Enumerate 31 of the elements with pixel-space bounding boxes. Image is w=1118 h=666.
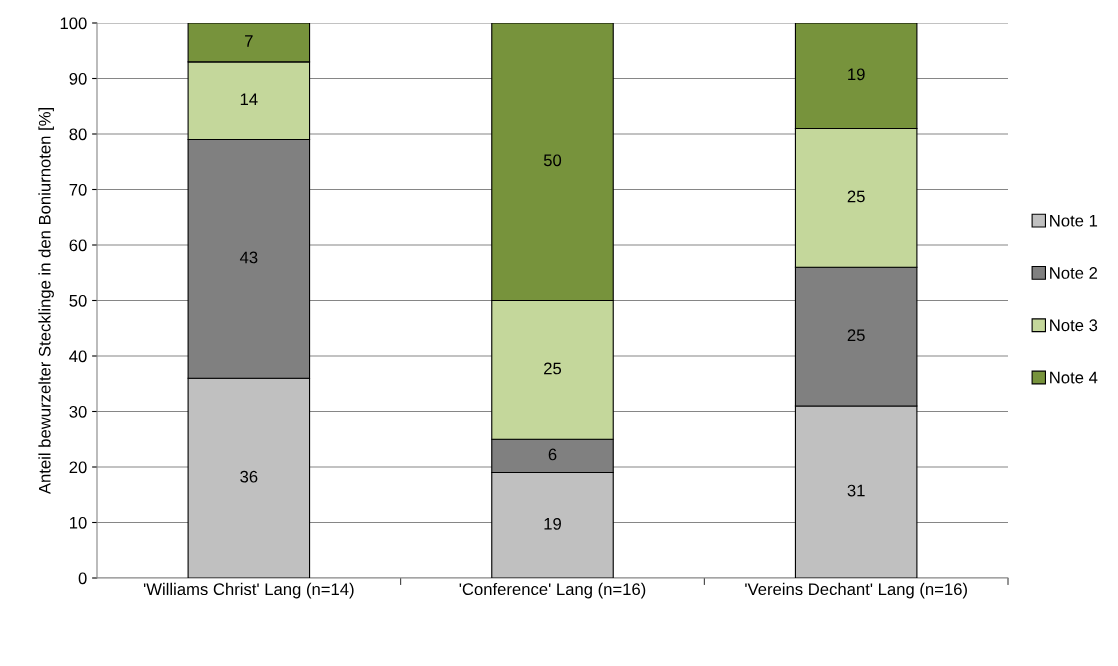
data-label: 31	[847, 484, 865, 497]
data-label: 19	[544, 517, 561, 530]
data-label: 6	[548, 448, 557, 461]
data-label: 25	[847, 190, 865, 203]
data-label: 36	[240, 470, 258, 483]
y-axis-title: Anteil bewurzelter Stecklinge in den Boniurnoten [%]	[38, 108, 54, 495]
legend-label: Note 1	[1050, 214, 1098, 227]
y-tick-label: 100	[60, 17, 87, 30]
y-tick-label: 10	[70, 516, 87, 529]
x-tick-label: 'Williams Christ' Lang (n=14)	[143, 582, 354, 599]
y-tick-label: 20	[69, 461, 87, 474]
y-tick-label: 90	[69, 72, 87, 85]
legend-label: Note 3	[1050, 319, 1098, 332]
y-tick-label: 50	[69, 294, 87, 307]
data-label: 14	[240, 93, 258, 106]
data-label: 7	[245, 35, 253, 47]
y-tick-label: 70	[69, 183, 87, 196]
x-tick-label: 'Vereins Dechant' Lang (n=16)	[745, 582, 967, 599]
y-tick-label: 0	[78, 572, 87, 585]
legend-label: Note 2	[1050, 267, 1098, 279]
data-label: 43	[239, 251, 258, 264]
legend-label: Note 4	[1050, 371, 1098, 384]
data-label: 19	[848, 68, 865, 81]
data-label: 25	[847, 329, 865, 342]
y-tick-label: 60	[69, 239, 87, 252]
x-tick-label: 'Conference' Lang (n=16)	[459, 582, 646, 599]
data-label: 50	[543, 154, 562, 167]
data-label: 25	[544, 362, 562, 375]
y-tick-label: 40	[69, 350, 87, 363]
y-tick-label: 30	[69, 405, 87, 418]
y-tick-label: 80	[69, 128, 87, 141]
